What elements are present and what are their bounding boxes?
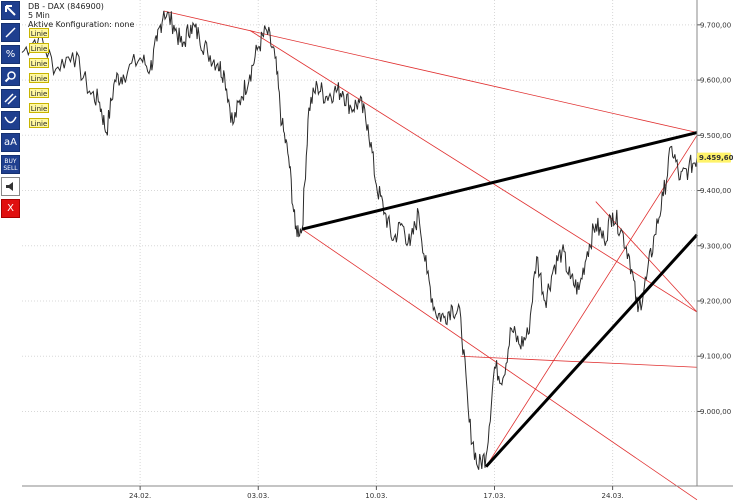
percent-tool-button[interactable]: % bbox=[1, 45, 20, 64]
y-tick-label: 9.100,00 bbox=[700, 353, 731, 361]
line-tool-button[interactable] bbox=[1, 23, 20, 42]
instrument-title: DB - DAX (846900) bbox=[28, 2, 104, 11]
thick-trendline bbox=[301, 131, 698, 231]
thick-trendlines bbox=[301, 131, 699, 468]
thin-trendline bbox=[249, 30, 698, 313]
curve-tool-icon bbox=[4, 116, 17, 124]
x-tick-label: 24.02. bbox=[129, 492, 151, 500]
line-tool-icon bbox=[5, 27, 16, 38]
thin-trendline bbox=[485, 135, 698, 467]
percent-tool-icon: % bbox=[5, 49, 16, 60]
config-label: Aktive Konfiguration: none bbox=[28, 20, 135, 29]
y-tick-label: 9.500,00 bbox=[700, 132, 731, 140]
text-size-icon: aA bbox=[4, 137, 17, 148]
cursor-tool-button[interactable] bbox=[1, 1, 20, 20]
close-icon: X bbox=[7, 203, 14, 214]
y-tick-label: 9.200,00 bbox=[700, 297, 731, 305]
parallel-lines-button[interactable] bbox=[1, 89, 20, 108]
thin-trendline bbox=[460, 355, 698, 368]
buy-label: BUY bbox=[4, 157, 17, 165]
y-tick-label: 9.400,00 bbox=[700, 187, 731, 195]
cursor-icon bbox=[5, 5, 16, 16]
buy-sell-button[interactable]: BUY SELL bbox=[1, 155, 20, 174]
close-button[interactable]: X bbox=[1, 199, 20, 218]
x-tick-label: 17.03. bbox=[483, 492, 505, 500]
line-label-6[interactable]: Linie bbox=[29, 103, 49, 113]
zoom-icon bbox=[4, 71, 16, 83]
price-series-line bbox=[21, 10, 698, 470]
chart-grid bbox=[22, 0, 697, 486]
line-label-7[interactable]: Linie bbox=[29, 118, 49, 128]
thin-trendline bbox=[163, 10, 698, 133]
thin-trendlines bbox=[163, 10, 698, 501]
y-axis: 9.000,00 9.100,00 9.200,00 9.300,00 9.400,00… bbox=[696, 0, 731, 486]
y-tick-label: 9.300,00 bbox=[700, 242, 731, 250]
zoom-tool-button[interactable] bbox=[1, 67, 20, 86]
text-size-button[interactable]: aA bbox=[1, 133, 20, 152]
line-label-3[interactable]: Linie bbox=[29, 58, 49, 68]
x-axis: 24.02. 03.03. 10.03. 17.03. 24.03. bbox=[22, 485, 733, 500]
last-price-label: 9.459,60 bbox=[699, 154, 733, 162]
drawing-toolbar: % aA BUY SELL X bbox=[1, 1, 21, 221]
x-tick-label: 03.03. bbox=[247, 492, 269, 500]
sound-icon bbox=[6, 182, 13, 191]
last-price-badge bbox=[697, 152, 731, 163]
thin-trendline bbox=[595, 201, 698, 313]
curve-tool-button[interactable] bbox=[1, 111, 20, 130]
y-tick-label: 9.600,00 bbox=[700, 77, 731, 85]
line-labels-list: Linie Linie Linie Linie Linie Linie Lini… bbox=[29, 28, 49, 133]
thick-trendline bbox=[484, 233, 699, 468]
line-label-5[interactable]: Linie bbox=[29, 88, 49, 98]
sell-label: SELL bbox=[3, 164, 18, 172]
interval-label: 5 Min bbox=[28, 11, 50, 20]
chart-header: DB - DAX (846900) 5 Min Aktive Konfigura… bbox=[28, 2, 134, 29]
line-label-4[interactable]: Linie bbox=[29, 73, 49, 83]
last-price-marker: 9.459,60 bbox=[697, 152, 733, 163]
x-tick-label: 24.03. bbox=[601, 492, 623, 500]
thin-trendline bbox=[301, 228, 698, 501]
x-tick-label: 10.03. bbox=[365, 492, 387, 500]
parallel-lines-icon bbox=[4, 93, 17, 105]
line-label-1[interactable]: Linie bbox=[29, 28, 49, 38]
y-tick-label: 9.000,00 bbox=[700, 408, 731, 416]
sound-button[interactable] bbox=[1, 177, 20, 196]
line-label-2[interactable]: Linie bbox=[29, 43, 49, 53]
y-tick-label: 9.700,00 bbox=[700, 21, 731, 29]
